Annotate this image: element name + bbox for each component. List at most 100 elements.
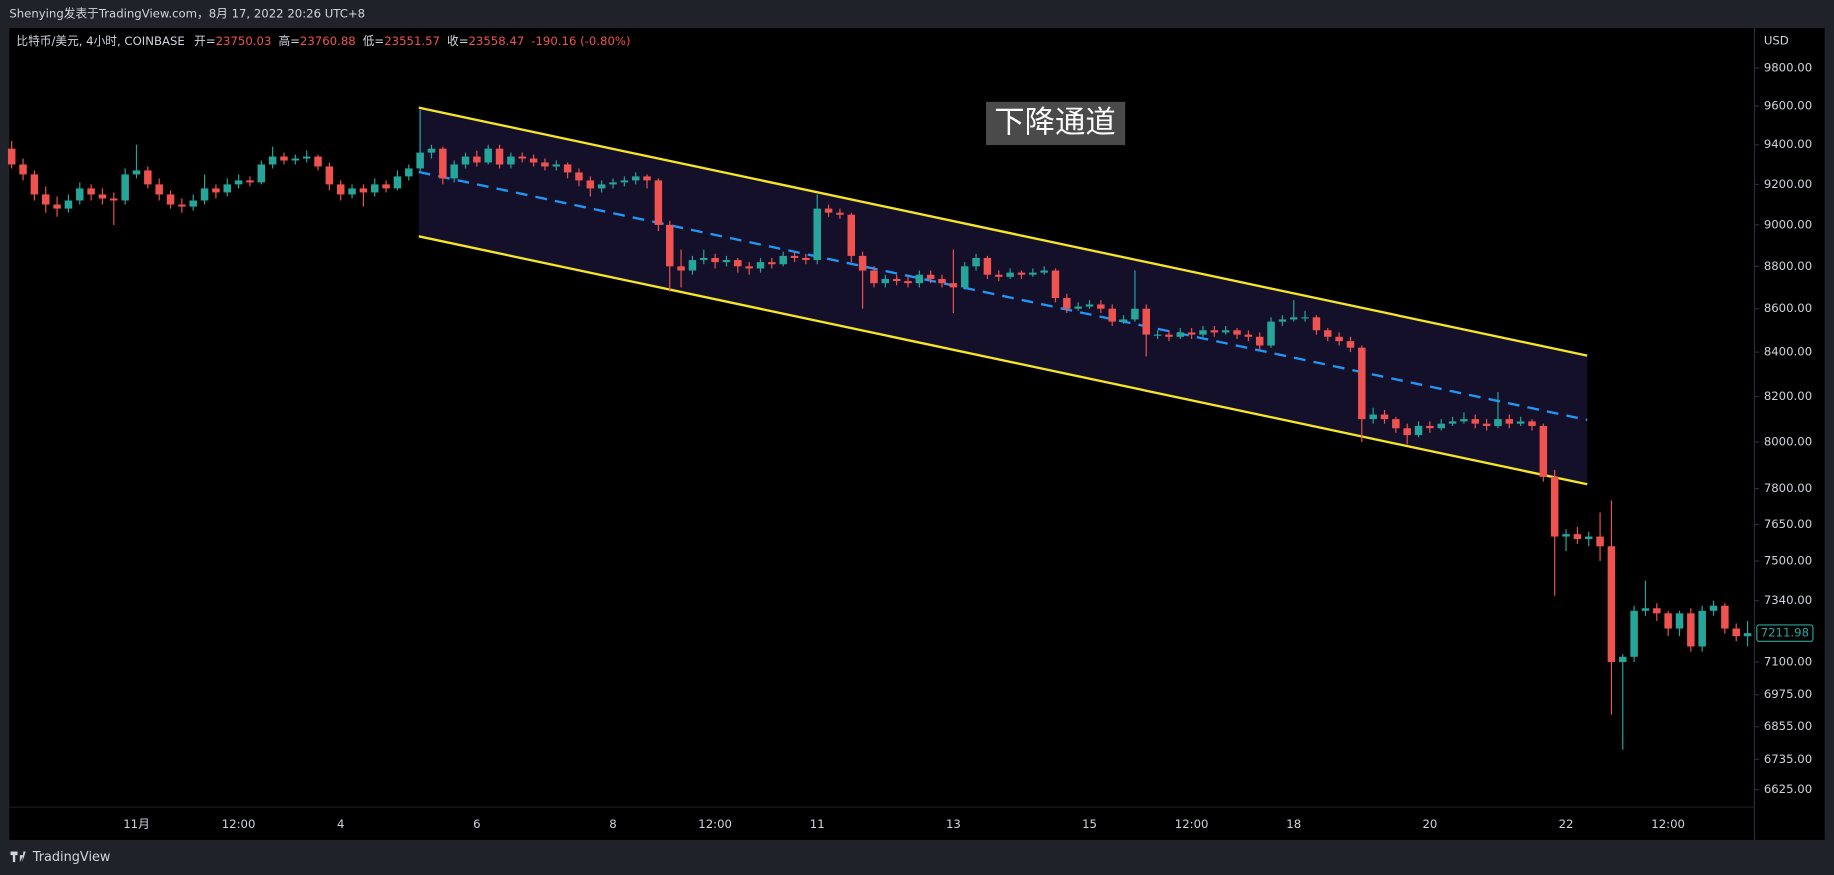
candle-body (1573, 534, 1582, 539)
candle-body (586, 180, 595, 189)
candle-body (98, 194, 107, 199)
candle-body (1721, 605, 1729, 629)
candle-body (1732, 628, 1740, 637)
candle-body (280, 156, 288, 161)
candle-body (836, 212, 844, 215)
candle-body (813, 208, 821, 261)
logo (10, 851, 26, 863)
x-tick-label: 12:00 (222, 817, 256, 831)
header: Shenying发表于TradingView.com，8月 17, 2022 2… (9, 7, 365, 21)
candle-body (915, 274, 924, 284)
candle-body (1562, 534, 1570, 537)
y-tick-label: 7650.00 (1764, 517, 1812, 531)
candle-body (870, 270, 878, 284)
candle-body (325, 166, 334, 185)
candle-body (495, 148, 504, 165)
y-tick-label: 8600.00 (1764, 301, 1812, 315)
last-price-label: 7211.98 (1761, 626, 1809, 640)
candle-body (121, 174, 129, 201)
candle-body (960, 266, 969, 288)
y-tick-label: 9400.00 (1764, 137, 1812, 151)
candle-body (1641, 608, 1650, 611)
y-tick-label: 7340.00 (1764, 593, 1812, 607)
x-tick-label: 12:00 (1175, 817, 1209, 831)
candle-body (858, 255, 867, 271)
candle-body (518, 156, 526, 159)
candles (7, 109, 1752, 750)
candle-body (790, 255, 799, 258)
y-tick-label: 9200.00 (1764, 177, 1812, 191)
legend-label: 低= (363, 33, 384, 47)
y-tick-label: 6855.00 (1764, 719, 1812, 733)
candle-body (1346, 341, 1355, 348)
candle-body (1471, 419, 1480, 424)
legend-value: 23750.03 (216, 33, 272, 47)
candle-body (1369, 414, 1377, 420)
x-tick-label: 11 (810, 817, 825, 831)
candle-body (302, 156, 311, 159)
candle-body (382, 184, 390, 189)
candle-body (1687, 613, 1695, 647)
candle-body (597, 184, 606, 189)
candle-body (314, 156, 322, 167)
candle-body (132, 170, 141, 175)
y-tick-label: 7800.00 (1764, 481, 1812, 495)
candle-body (110, 198, 118, 201)
candle-body (983, 257, 992, 275)
y-tick-label: 6975.00 (1764, 687, 1812, 701)
candle-body (1063, 298, 1071, 309)
x-tick-label: 13 (946, 817, 961, 831)
candle-body (1108, 308, 1116, 322)
candle-body (1289, 317, 1298, 320)
legend: 比特币/美元, 4小时, COINBASE 开=23750.03 高=23760.8… (16, 33, 630, 47)
candle-body (1085, 304, 1094, 307)
y-tick-label: 8800.00 (1764, 259, 1812, 273)
candle-body (1267, 321, 1275, 346)
logo-mark (10, 851, 26, 863)
candle-body (439, 148, 447, 179)
candle-body (1392, 419, 1400, 429)
candle-body (178, 204, 186, 207)
candle-body (665, 224, 674, 267)
y-tick-label: 9800.00 (1764, 60, 1812, 74)
legend-value: 23551.57 (384, 33, 440, 47)
candle-body (484, 148, 492, 163)
candle-body (1142, 308, 1150, 335)
candle-body (1664, 613, 1672, 629)
candle-body (416, 152, 424, 169)
candle-body (1448, 421, 1457, 424)
x-tick-label: 22 (1559, 817, 1574, 831)
candle-body (359, 188, 368, 193)
candle-body (427, 148, 436, 153)
candle-body (938, 278, 946, 284)
candle-body (53, 204, 61, 209)
candle-body (1619, 656, 1627, 662)
candle-body (189, 200, 197, 207)
candle-body (722, 260, 731, 263)
candle-body (155, 184, 163, 195)
candle-body (1029, 272, 1037, 275)
legend-label: 高= (278, 33, 299, 47)
channel-upper (418, 106, 1588, 357)
candle-body (756, 262, 765, 269)
x-tick-label: 4 (337, 817, 344, 831)
candle-body (64, 200, 73, 209)
candle-body (405, 168, 413, 177)
candle-body (677, 266, 685, 271)
candle-body (609, 182, 617, 185)
candle-body (1187, 332, 1196, 335)
candle-body (1607, 546, 1616, 662)
candle-body (1074, 306, 1082, 309)
candle-body (336, 184, 345, 195)
legend-value: 23558.47 (468, 33, 524, 47)
candle-body (1539, 425, 1548, 477)
candle-body (1312, 317, 1321, 331)
candle-body (1244, 334, 1253, 337)
candle-body (847, 214, 856, 256)
annotation-box (986, 101, 1126, 146)
candle-body (700, 257, 708, 261)
symbol: 比特币/美元, 4小时, COINBASE (16, 33, 184, 47)
candle-body (552, 164, 561, 167)
candle-body (779, 255, 787, 265)
